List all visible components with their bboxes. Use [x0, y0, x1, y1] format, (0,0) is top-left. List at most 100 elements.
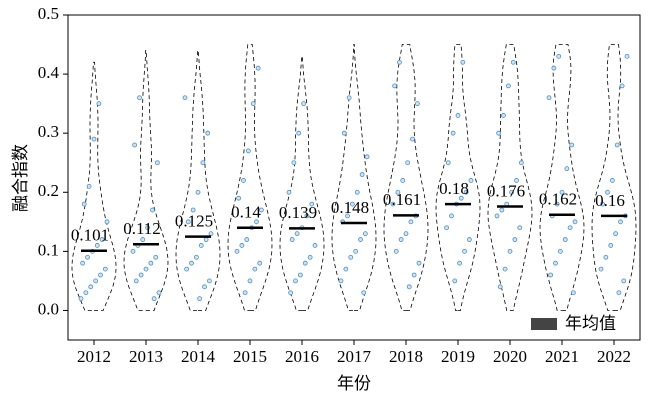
data-point	[286, 189, 292, 195]
data-point	[255, 65, 261, 71]
data-point	[572, 219, 578, 225]
data-point	[137, 95, 142, 101]
data-point	[296, 130, 302, 136]
data-point	[81, 201, 87, 207]
data-point	[130, 248, 136, 254]
data-point	[411, 272, 417, 278]
data-point	[364, 154, 370, 160]
data-point	[548, 272, 554, 278]
data-point	[564, 166, 570, 172]
data-point	[546, 95, 552, 101]
violin	[591, 44, 637, 311]
plot-frame	[67, 14, 641, 341]
data-point	[197, 296, 203, 302]
data-point	[349, 201, 355, 207]
data-point	[353, 248, 359, 254]
data-point	[145, 225, 151, 231]
mean-label: 0.18	[439, 179, 469, 198]
data-point	[613, 231, 619, 237]
data-point	[297, 272, 303, 278]
data-point	[86, 183, 92, 189]
data-point	[257, 260, 263, 266]
data-point	[202, 284, 207, 290]
data-point	[444, 225, 450, 231]
data-point	[517, 225, 523, 231]
x-axis-label: 年份	[337, 374, 371, 393]
data-point	[600, 201, 606, 207]
data-point	[236, 195, 242, 201]
data-point	[619, 83, 625, 89]
data-point	[457, 260, 463, 266]
violin	[331, 44, 377, 311]
data-point	[247, 278, 253, 284]
x-tick-label: 2013	[129, 347, 163, 366]
data-point	[400, 178, 406, 183]
data-point	[518, 160, 524, 166]
data-point	[554, 201, 560, 207]
y-axis-label: 融合指数	[11, 144, 30, 212]
data-point	[150, 207, 155, 213]
data-point	[502, 266, 508, 272]
data-point	[184, 266, 190, 272]
data-point	[193, 254, 199, 260]
data-point	[616, 290, 622, 296]
data-point	[288, 290, 294, 296]
data-point	[567, 225, 573, 231]
data-point	[80, 260, 86, 266]
data-point	[341, 130, 347, 136]
data-point	[460, 59, 466, 65]
data-point	[510, 59, 516, 65]
violin	[123, 50, 169, 311]
data-point	[258, 207, 264, 213]
data-point	[302, 260, 308, 266]
violin	[487, 44, 533, 311]
data-point	[463, 189, 469, 195]
data-point	[143, 266, 149, 272]
data-point	[234, 248, 240, 254]
x-tick-label: 2017	[337, 347, 372, 366]
data-point	[343, 266, 349, 272]
data-point	[392, 83, 398, 89]
violin	[279, 56, 325, 311]
mean-label: 0.14	[231, 203, 261, 222]
data-point	[96, 101, 102, 107]
data-point	[393, 248, 399, 254]
y-tick-label: 0.2	[38, 181, 59, 200]
data-point	[445, 160, 451, 166]
y-tick-label: 0.3	[38, 122, 59, 141]
data-point	[359, 172, 365, 177]
data-point	[403, 231, 409, 237]
violin	[71, 61, 117, 311]
data-point	[408, 219, 414, 225]
data-point	[466, 237, 472, 242]
data-point	[414, 101, 420, 107]
data-point	[138, 272, 144, 278]
data-point	[551, 65, 557, 71]
mean-label: 0.139	[279, 203, 317, 222]
data-point	[362, 231, 368, 237]
data-point	[449, 213, 454, 219]
data-point	[301, 101, 307, 107]
data-point	[494, 213, 500, 219]
data-point	[512, 237, 518, 242]
data-point	[252, 266, 258, 272]
data-point	[78, 296, 84, 302]
data-point	[348, 254, 354, 260]
data-point	[618, 219, 623, 225]
x-tick-label: 2020	[493, 347, 527, 366]
data-point	[468, 178, 474, 183]
x-tick-label: 2022	[597, 347, 631, 366]
mean-label: 0.125	[175, 211, 213, 230]
data-point	[405, 160, 411, 166]
data-point	[397, 59, 402, 65]
data-point	[309, 201, 315, 207]
data-point	[154, 160, 160, 166]
data-point	[358, 237, 363, 242]
data-point	[254, 219, 259, 225]
data-point	[148, 260, 154, 266]
x-tick-label: 2018	[389, 347, 423, 366]
data-point	[304, 213, 310, 219]
data-point	[509, 189, 515, 195]
data-point	[182, 95, 188, 101]
